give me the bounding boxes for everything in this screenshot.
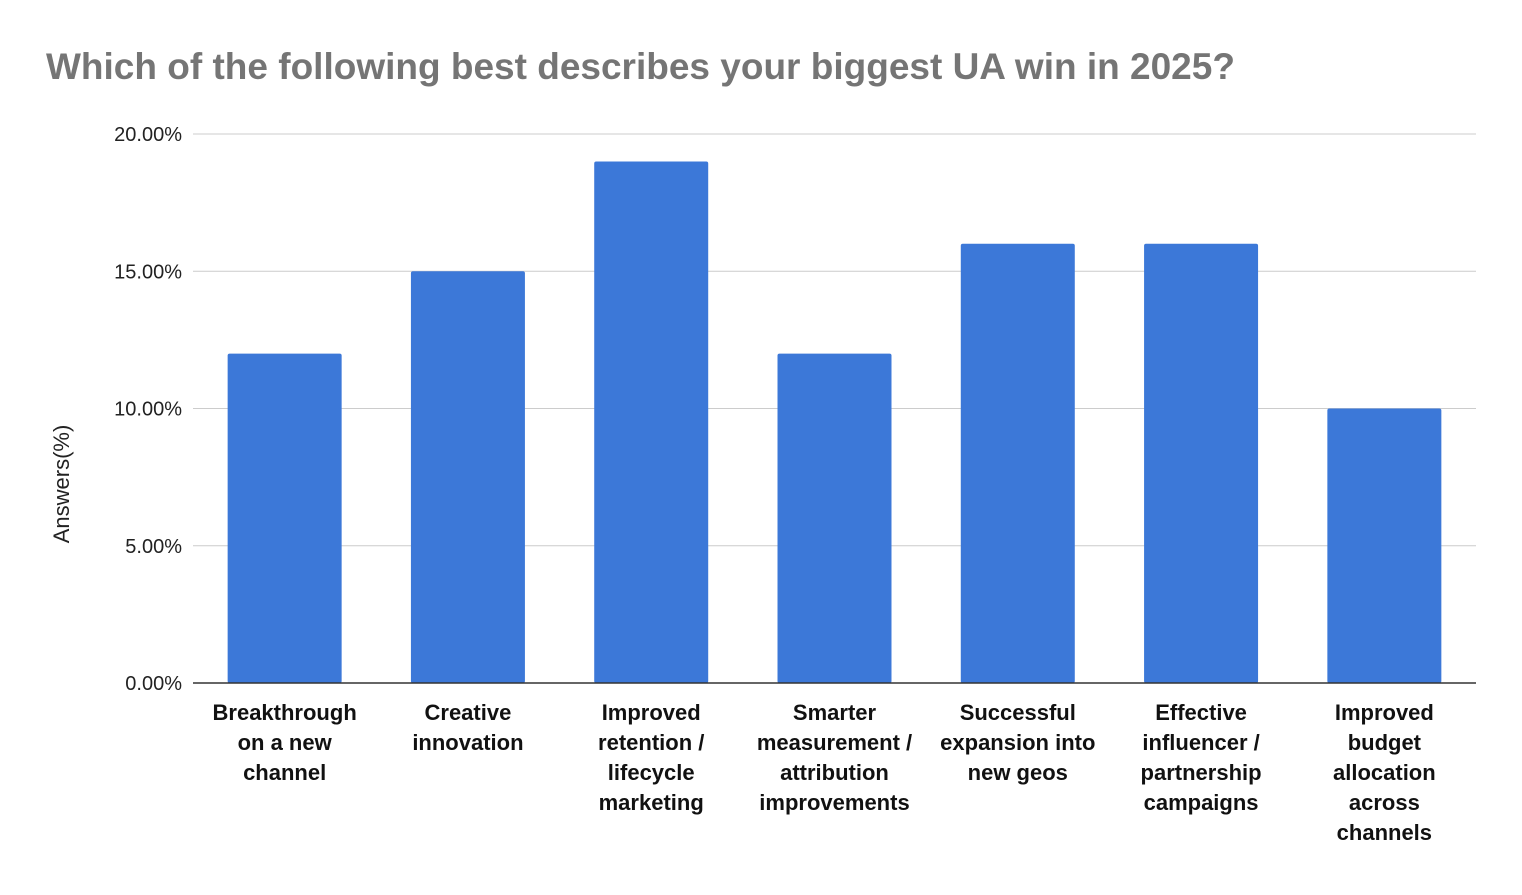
bars: [227, 161, 1442, 684]
y-tick-label: 0.00%: [125, 673, 182, 695]
bar: [960, 243, 1075, 684]
bar: [227, 353, 342, 683]
x-tick-label: Smarter measurement / attribution improveme…: [757, 700, 912, 815]
x-tick-label: Breakthrough on a new channel: [213, 700, 357, 785]
bar: [410, 271, 525, 683]
x-axis-labels: Breakthrough on a new channel Creative innov…: [213, 700, 1436, 845]
y-tick-label: 5.00%: [125, 536, 182, 558]
y-tick-label: 20.00%: [114, 124, 182, 146]
bar: [777, 353, 892, 683]
bar: [1144, 243, 1259, 684]
chart-title: Which of the following best describes yo…: [46, 46, 1235, 87]
y-tick-label: 15.00%: [114, 261, 182, 283]
bar: [1327, 408, 1442, 683]
x-tick-label: Improved retention / lifecycle marketing: [598, 700, 704, 815]
x-tick-label: Improved budget allocation across channels: [1333, 700, 1436, 845]
y-tick-label: 10.00%: [114, 399, 182, 421]
y-axis-ticks: 0.00% 5.00% 10.00% 15.00% 20.00%: [114, 124, 182, 695]
bar: [594, 161, 709, 683]
x-tick-label: Effective influencer / partnership campaign…: [1141, 700, 1262, 815]
x-tick-label: Creative innovation: [412, 700, 523, 755]
y-axis-title: Answers(%): [49, 425, 74, 544]
x-tick-label: Successful expansion into new geos: [940, 700, 1095, 785]
